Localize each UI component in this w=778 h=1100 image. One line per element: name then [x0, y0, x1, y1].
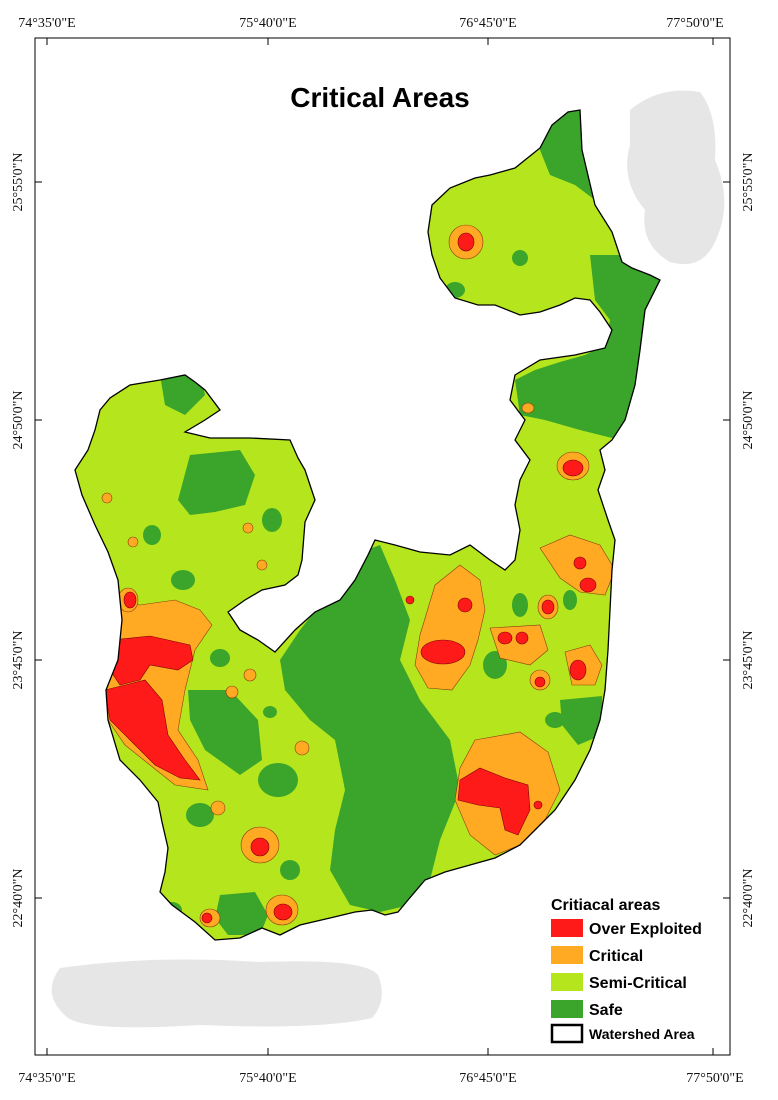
safe-spot [545, 712, 565, 728]
over-exploited-spot [569, 659, 587, 681]
legend-swatch-semi-critical [551, 973, 583, 991]
safe-spot [353, 794, 367, 806]
critical-spot [256, 559, 268, 571]
over-exploited-spot [534, 676, 546, 688]
safe-spot [210, 649, 230, 667]
right-tick-label: 25°55'0"N [741, 153, 756, 212]
safe-spot [512, 250, 528, 266]
redaction-blob-top-right [627, 90, 725, 265]
map-frame [34, 37, 731, 1056]
right-tick-label: 24°50'0"N [741, 391, 756, 450]
right-tick-label: 22°40'0"N [741, 869, 756, 928]
top-tick-label: 76°45'0"E [459, 16, 516, 31]
top-tick-label: 74°35'0"E [18, 16, 75, 31]
safe-spot [262, 508, 282, 532]
critical-spot [101, 492, 113, 504]
zone-layer [99, 110, 660, 935]
over-exploited-zone-west-upper [109, 635, 194, 686]
safe-spot [186, 803, 214, 827]
over-exploited-zones [104, 232, 597, 924]
left-tick-label: 22°40'0"N [11, 869, 26, 928]
safe-spot [378, 708, 392, 722]
over-exploited-spot [562, 459, 584, 477]
left-tick-label: 24°50'0"N [11, 391, 26, 450]
redaction-blob-bottom-left [51, 959, 382, 1028]
right-axis [723, 181, 730, 899]
safe-zone-top-left-finger [160, 372, 205, 415]
safe-zones [143, 110, 660, 935]
bottom-tick-label: 77°50'0"E [686, 1071, 743, 1086]
over-exploited-zone-center [420, 639, 466, 665]
over-exploited-spot [573, 556, 587, 570]
over-exploited-spot [515, 631, 529, 645]
safe-zone-southwest [215, 892, 268, 935]
bottom-axis [46, 1048, 714, 1055]
bottom-tick-label: 76°45'0"E [459, 1071, 516, 1086]
safe-spot [280, 860, 300, 880]
critical-spot [225, 685, 239, 699]
legend-swatch-over-exploited [551, 919, 583, 937]
top-tick-label: 77°50'0"E [666, 16, 723, 31]
legend: Critiacal areas Over Exploited Critical … [550, 897, 702, 1044]
safe-zone-central [280, 545, 460, 912]
over-exploited-spot [405, 595, 415, 605]
bottom-tick-label: 74°35'0"E [18, 1071, 75, 1086]
safe-zone-west-north [178, 450, 255, 515]
critical-spot [210, 800, 226, 816]
safe-spot [171, 570, 195, 590]
safe-spot [143, 525, 161, 545]
over-exploited-spot [457, 597, 473, 613]
over-exploited-zone-west-lower [104, 679, 201, 781]
safe-spot [512, 593, 528, 617]
legend-label-semi-critical: Semi-Critical [589, 975, 687, 992]
left-tick-label: 23°45'0"N [11, 631, 26, 690]
safe-spot [258, 763, 298, 797]
over-exploited-spot [250, 837, 270, 857]
bottom-tick-label: 75°40'0"E [239, 1071, 296, 1086]
safe-zone-northeast-band [515, 255, 660, 440]
left-tick-label: 25°55'0"N [11, 153, 26, 212]
over-exploited-spot [579, 577, 597, 593]
critical-spot [294, 740, 310, 756]
over-exploited-zone-southeast [457, 767, 531, 836]
over-exploited-spot [273, 903, 293, 921]
critical-spot [521, 402, 535, 414]
over-exploited-spot [497, 631, 513, 645]
safe-spot [263, 706, 277, 718]
left-axis [35, 181, 42, 899]
legend-label-over-exploited: Over Exploited [589, 921, 702, 938]
over-exploited-spot [533, 800, 543, 810]
safe-zone-west-mid [188, 690, 262, 775]
legend-swatch-critical [551, 946, 583, 964]
critical-spot [242, 522, 254, 534]
right-tick-label: 23°45'0"N [741, 631, 756, 690]
over-exploited-spot [201, 912, 213, 924]
critical-spot [127, 536, 139, 548]
over-exploited-spot [541, 599, 555, 615]
over-exploited-spot [457, 232, 475, 252]
map-title: Critical Areas [290, 82, 470, 113]
critical-spot [243, 668, 257, 682]
legend-swatch-safe [551, 1000, 583, 1018]
safe-zone-east [560, 696, 602, 745]
legend-title: Critiacal areas [551, 897, 661, 914]
legend-label-safe: Safe [589, 1002, 623, 1019]
top-axis [46, 38, 714, 45]
safe-spot [563, 590, 577, 610]
safe-spot [445, 282, 465, 298]
legend-swatch-watershed [550, 1023, 584, 1044]
legend-label-critical: Critical [589, 948, 643, 965]
legend-label-watershed: Watershed Area [589, 1026, 695, 1042]
top-tick-label: 75°40'0"E [239, 16, 296, 31]
over-exploited-spot [123, 591, 137, 609]
